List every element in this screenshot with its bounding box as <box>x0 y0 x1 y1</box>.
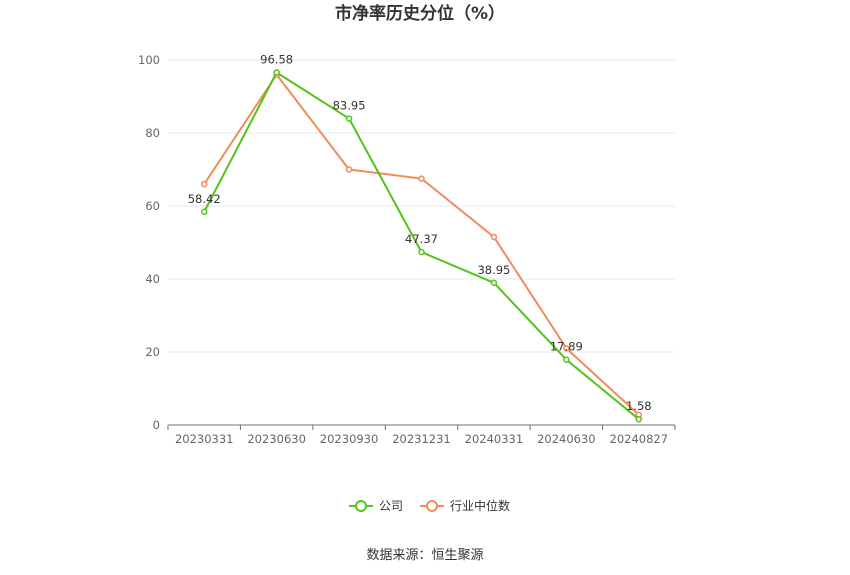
data-label: 83.95 <box>333 99 366 113</box>
data-label: 1.58 <box>626 399 652 413</box>
data-point[interactable] <box>563 356 570 363</box>
source-note: 数据来源：恒生聚源 <box>366 548 483 563</box>
x-tick-label: 20230930 <box>320 432 379 446</box>
data-point[interactable] <box>635 415 643 423</box>
y-tick-label: 0 <box>153 418 160 432</box>
legend-item-industry-median[interactable]: 行业中位数 <box>420 498 510 513</box>
grid <box>168 59 675 353</box>
data-point[interactable] <box>345 166 353 173</box>
series-layer: 58.42 96.58 83.95 47.37 38.95 17.89 1.58 <box>188 52 652 423</box>
legend-marker-icon <box>355 500 367 512</box>
data-point[interactable] <box>273 69 280 76</box>
x-tick-label: 20240827 <box>610 432 669 446</box>
x-tick-label: 20230630 <box>247 432 306 446</box>
axes: 0 20 40 60 80 100 20230331 20230630 20230930 2023… <box>138 53 676 446</box>
data-point[interactable] <box>418 248 425 256</box>
x-tick-label: 20240331 <box>465 432 524 446</box>
data-label: 38.95 <box>477 263 510 277</box>
y-tick-label: 80 <box>145 126 160 140</box>
data-label: 58.42 <box>188 192 221 206</box>
data-point[interactable] <box>490 279 498 287</box>
data-point[interactable] <box>418 175 425 182</box>
x-tick-label: 20230331 <box>175 432 234 446</box>
x-tick-label: 20231231 <box>392 432 451 446</box>
chart-title: 市净率历史分位（%） <box>335 3 505 24</box>
data-point[interactable] <box>490 233 498 241</box>
legend-label: 行业中位数 <box>450 498 510 513</box>
data-point[interactable] <box>563 345 570 352</box>
data-point[interactable] <box>200 180 208 188</box>
legend-marker-icon <box>426 500 438 512</box>
data-point[interactable] <box>200 208 208 216</box>
data-label: 96.58 <box>260 52 293 66</box>
legend[interactable]: 公司 行业中位数 <box>349 498 510 513</box>
x-tick-label: 20240630 <box>537 432 596 446</box>
data-point[interactable] <box>345 115 353 122</box>
y-tick-label: 40 <box>145 272 160 286</box>
data-label: 17.89 <box>550 340 583 354</box>
y-tick-label: 20 <box>145 345 160 359</box>
data-label: 47.37 <box>405 232 438 246</box>
legend-item-company[interactable]: 公司 <box>349 499 403 513</box>
y-tick-label: 100 <box>138 53 160 67</box>
y-tick-label: 60 <box>145 199 160 213</box>
legend-label: 公司 <box>379 499 403 513</box>
